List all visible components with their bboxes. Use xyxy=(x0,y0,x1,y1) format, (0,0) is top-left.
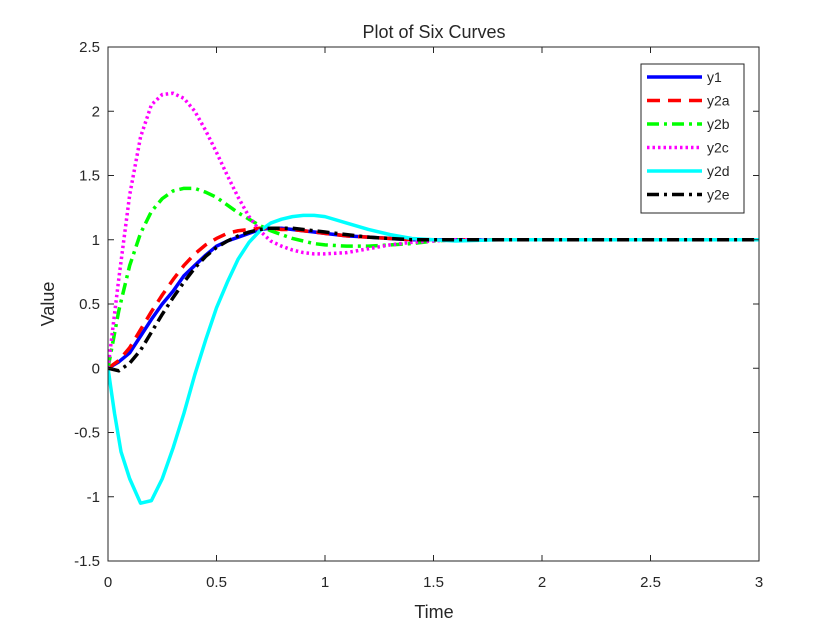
x-tick-label: 2.5 xyxy=(640,574,661,591)
chart-title: Plot of Six Curves xyxy=(362,22,505,42)
legend-label-y2e: y2e xyxy=(707,187,730,203)
series-layer xyxy=(108,91,759,505)
legend-label-y2a: y2a xyxy=(707,93,730,109)
x-tick-label: 1 xyxy=(321,574,329,591)
legend-label-y2b: y2b xyxy=(707,116,730,132)
series-line-y2e xyxy=(108,226,759,373)
x-tick-label: 1.5 xyxy=(423,574,444,591)
x-tick-label: 3 xyxy=(755,574,763,591)
y-tick-label: 0 xyxy=(92,360,100,377)
legend-box xyxy=(640,63,745,214)
y-tick-label: 2.5 xyxy=(79,39,100,56)
series-line-y2d xyxy=(108,213,759,505)
y-tick-label: -1 xyxy=(87,489,100,506)
y-axis-label: Value xyxy=(38,282,58,327)
x-tick-label: 0.5 xyxy=(206,574,227,591)
ticks-layer: 0 0.5 1 1.5 2 2.5 3 -1.5 -1 -0.5 0 0.5 1 1.5 2 2.5 xyxy=(74,39,763,591)
y-tick-label: -1.5 xyxy=(74,553,100,570)
y-tick-label: 1 xyxy=(92,232,100,249)
legend-label-y1: y1 xyxy=(707,69,722,85)
x-tick-label: 2 xyxy=(538,574,546,591)
y-tick-label: 1.5 xyxy=(79,168,100,185)
legend-label-y2d: y2d xyxy=(707,163,730,179)
y-tick-label: 0.5 xyxy=(79,296,100,313)
legend-label-y2c: y2c xyxy=(707,140,729,156)
x-tick-label: 0 xyxy=(104,574,112,591)
legend: y1 y2a y2b y2c y2d y2e xyxy=(640,63,745,214)
y-tick-label: 2 xyxy=(92,103,100,120)
y-tick-label: -0.5 xyxy=(74,425,100,442)
x-axis-label: Time xyxy=(414,602,453,622)
